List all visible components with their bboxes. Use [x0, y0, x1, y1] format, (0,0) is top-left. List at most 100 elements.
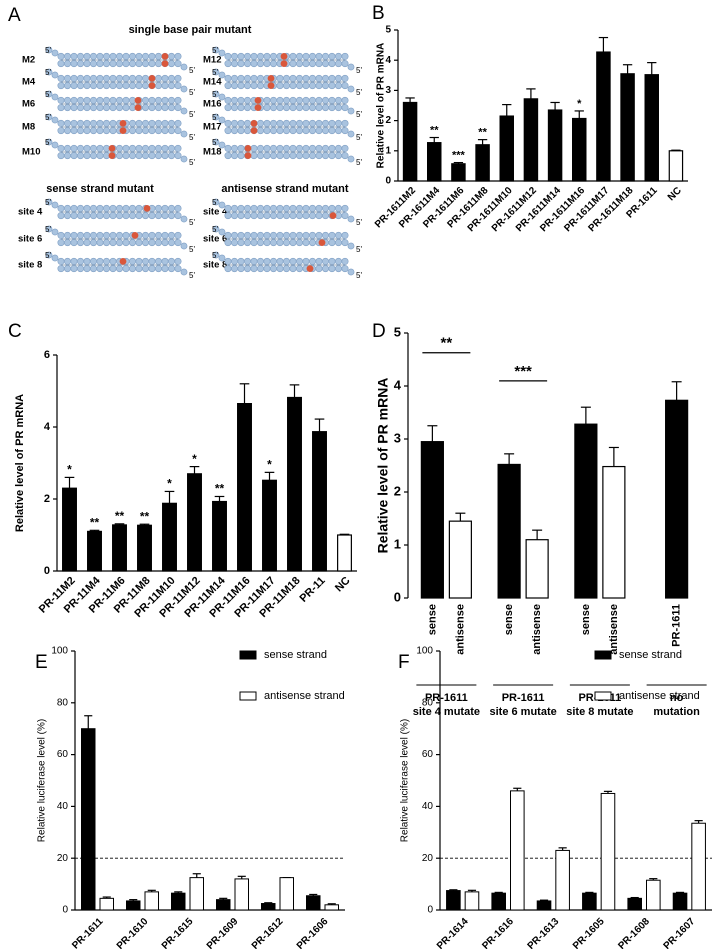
nucleotide — [148, 52, 156, 60]
nucleotide — [122, 265, 130, 273]
bar — [427, 142, 442, 182]
nucleotide — [90, 60, 98, 68]
nucleotide — [122, 96, 130, 104]
nucleotide — [328, 231, 336, 239]
nucleotide — [328, 119, 336, 127]
nucleotide — [315, 82, 323, 90]
nucleotide — [244, 239, 252, 247]
bar — [234, 878, 249, 911]
row-label: M12 — [203, 55, 221, 66]
nucleotide — [57, 104, 65, 112]
end-label: 5' — [189, 66, 195, 75]
nucleotide — [334, 82, 342, 90]
nucleotide — [64, 82, 72, 90]
significance-label: * — [192, 452, 197, 466]
y-tick-label: 0 — [62, 905, 68, 916]
nucleotide — [269, 257, 277, 265]
bar — [665, 399, 689, 599]
nucleotide — [308, 257, 316, 265]
nucleotide — [142, 52, 150, 60]
nucleotide — [250, 265, 258, 273]
nucleotide — [334, 127, 342, 135]
nucleotide — [231, 52, 239, 60]
nucleotide — [77, 82, 85, 90]
row-label: M10 — [22, 147, 40, 158]
nucleotide — [116, 231, 124, 239]
nucleotide — [269, 60, 277, 68]
nucleotide — [224, 212, 232, 220]
x-tick-label: PR-1615 — [160, 916, 196, 949]
nucleotide — [161, 82, 169, 90]
nucleotide — [263, 52, 271, 60]
nucleotide — [148, 231, 156, 239]
bar — [279, 877, 294, 911]
nucleotide — [155, 265, 163, 273]
bar — [446, 890, 461, 911]
nucleotide — [282, 74, 290, 82]
y-axis-label: Relative luciferase level (%) — [400, 719, 411, 842]
bar — [81, 728, 96, 911]
nucleotide — [302, 127, 310, 135]
nucleotide — [237, 204, 245, 212]
nucleotide — [90, 144, 98, 152]
nucleotide — [276, 104, 284, 112]
nucleotide — [142, 74, 150, 82]
nucleotide — [289, 212, 297, 220]
nucleotide — [256, 127, 264, 135]
nucleotide — [237, 144, 245, 152]
x-tick-label: PR-1613 — [526, 916, 562, 949]
nucleotide — [83, 104, 91, 112]
mutation — [244, 145, 252, 152]
nucleotide — [155, 74, 163, 82]
nucleotide — [256, 231, 264, 239]
nucleotide — [135, 127, 143, 135]
y-axis-label: Relative level of PR mRNA — [375, 378, 391, 554]
nucleotide — [174, 74, 182, 82]
nucleotide — [276, 204, 284, 212]
nucleotide — [341, 265, 349, 273]
x-tick-label: PR-1609 — [205, 916, 241, 949]
nucleotide — [341, 119, 349, 127]
nucleotide — [129, 265, 137, 273]
strand-tail — [180, 130, 188, 138]
nucleotide — [96, 74, 104, 82]
nucleotide — [77, 52, 85, 60]
nucleotide — [276, 239, 284, 247]
significance-label: * — [67, 463, 72, 477]
nucleotide — [250, 231, 258, 239]
nucleotide — [103, 82, 111, 90]
nucleotide — [308, 127, 316, 135]
x-tick-label: PR-1611 — [70, 916, 106, 949]
nucleotide — [116, 96, 124, 104]
nucleotide — [237, 239, 245, 247]
nucleotide — [328, 144, 336, 152]
nucleotide — [237, 82, 245, 90]
nucleotide — [250, 212, 258, 220]
nucleotide — [77, 96, 85, 104]
significance-label: ** — [90, 515, 100, 529]
nucleotide — [263, 96, 271, 104]
nucleotide — [83, 265, 91, 273]
nucleotide — [276, 257, 284, 265]
nucleotide — [334, 104, 342, 112]
nucleotide — [269, 96, 277, 104]
bar — [189, 877, 204, 911]
panel-letter: A — [8, 5, 21, 26]
nucleotide — [308, 74, 316, 82]
nucleotide — [237, 127, 245, 135]
nucleotide — [237, 104, 245, 112]
strand-tail — [212, 46, 220, 54]
nucleotide — [103, 119, 111, 127]
strand-tail — [212, 251, 220, 259]
nucleotide — [57, 231, 65, 239]
end-label: 5' — [356, 66, 362, 75]
mutation — [244, 152, 252, 160]
nucleotide — [103, 265, 111, 273]
nucleotide — [135, 239, 143, 247]
strand-tail — [347, 268, 355, 276]
nucleotide — [256, 119, 264, 127]
x-tick-label: PR-1616 — [480, 916, 516, 949]
nucleotide — [168, 74, 176, 82]
bar — [312, 431, 327, 572]
nucleotide — [256, 239, 264, 247]
